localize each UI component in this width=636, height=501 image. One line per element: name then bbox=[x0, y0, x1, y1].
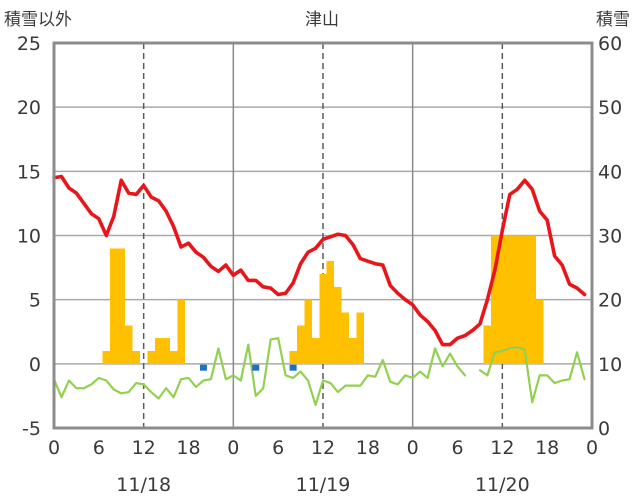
bar bbox=[513, 235, 522, 364]
bar bbox=[154, 338, 163, 364]
right-tick-label: 0 bbox=[598, 418, 610, 440]
marker-point bbox=[252, 364, 260, 371]
right-axis-label: 積雪 bbox=[596, 10, 630, 30]
left-tick-label: 10 bbox=[17, 226, 41, 248]
bar bbox=[147, 351, 155, 364]
right-tick-label: 20 bbox=[598, 290, 622, 312]
left-tick-label: 20 bbox=[17, 97, 41, 119]
bar bbox=[289, 351, 297, 364]
right-tick-label: 40 bbox=[598, 161, 622, 183]
bar bbox=[296, 325, 305, 364]
right-tick-label: 60 bbox=[598, 33, 622, 55]
x-tick-label: 0 bbox=[407, 437, 419, 459]
right-tick-label: 10 bbox=[598, 354, 622, 376]
bar bbox=[177, 299, 185, 364]
green-series-line bbox=[52, 337, 586, 406]
bar bbox=[521, 235, 529, 364]
right-tick-label: 30 bbox=[598, 226, 622, 248]
left-tick-label: 0 bbox=[29, 354, 41, 376]
date-label: 11/19 bbox=[296, 474, 351, 496]
bar bbox=[326, 261, 335, 364]
date-label: 11/18 bbox=[116, 474, 171, 496]
bar bbox=[110, 248, 118, 364]
x-tick-label: 0 bbox=[586, 437, 598, 459]
chart-title: 津山 bbox=[305, 10, 339, 30]
x-tick-label: 18 bbox=[356, 437, 380, 459]
x-tick-label: 18 bbox=[176, 437, 200, 459]
x-tick-label: 0 bbox=[48, 437, 60, 459]
bar bbox=[349, 338, 357, 364]
bar bbox=[528, 235, 536, 364]
bar bbox=[169, 351, 178, 364]
marker-point bbox=[289, 364, 297, 371]
bar bbox=[132, 351, 140, 364]
bar bbox=[162, 338, 170, 364]
bar bbox=[483, 325, 492, 364]
left-tick-label: 5 bbox=[29, 290, 41, 312]
bar bbox=[334, 286, 342, 364]
right-tick-label: 50 bbox=[598, 97, 622, 119]
bar bbox=[498, 235, 507, 364]
left-tick-label: 15 bbox=[17, 161, 41, 183]
x-tick-label: 0 bbox=[227, 437, 239, 459]
left-tick-label: 25 bbox=[17, 33, 41, 55]
bar bbox=[506, 235, 514, 364]
marker-point bbox=[199, 364, 207, 371]
series-lines bbox=[52, 174, 587, 406]
bar bbox=[341, 312, 350, 364]
x-tick-label: 6 bbox=[451, 437, 463, 459]
date-label: 11/20 bbox=[475, 474, 530, 496]
bar bbox=[356, 312, 365, 364]
x-tick-label: 6 bbox=[93, 437, 105, 459]
bars bbox=[102, 235, 544, 364]
markers bbox=[199, 364, 297, 371]
bar bbox=[117, 248, 125, 364]
bar bbox=[319, 274, 327, 364]
x-tick-label: 12 bbox=[132, 437, 156, 459]
bar bbox=[124, 325, 133, 364]
bar bbox=[304, 299, 312, 364]
bar bbox=[102, 351, 111, 364]
bar bbox=[535, 299, 544, 364]
bar bbox=[491, 235, 499, 364]
red-series-line bbox=[52, 174, 587, 347]
x-tick-label: 12 bbox=[490, 437, 514, 459]
x-tick-label: 18 bbox=[535, 437, 559, 459]
x-tick-label: 12 bbox=[311, 437, 335, 459]
bar bbox=[311, 338, 320, 364]
x-tick-label: 6 bbox=[272, 437, 284, 459]
plot-frame bbox=[52, 41, 594, 430]
left-tick-label: -5 bbox=[22, 418, 41, 440]
left-axis-label: 積雪以外 bbox=[4, 10, 72, 30]
